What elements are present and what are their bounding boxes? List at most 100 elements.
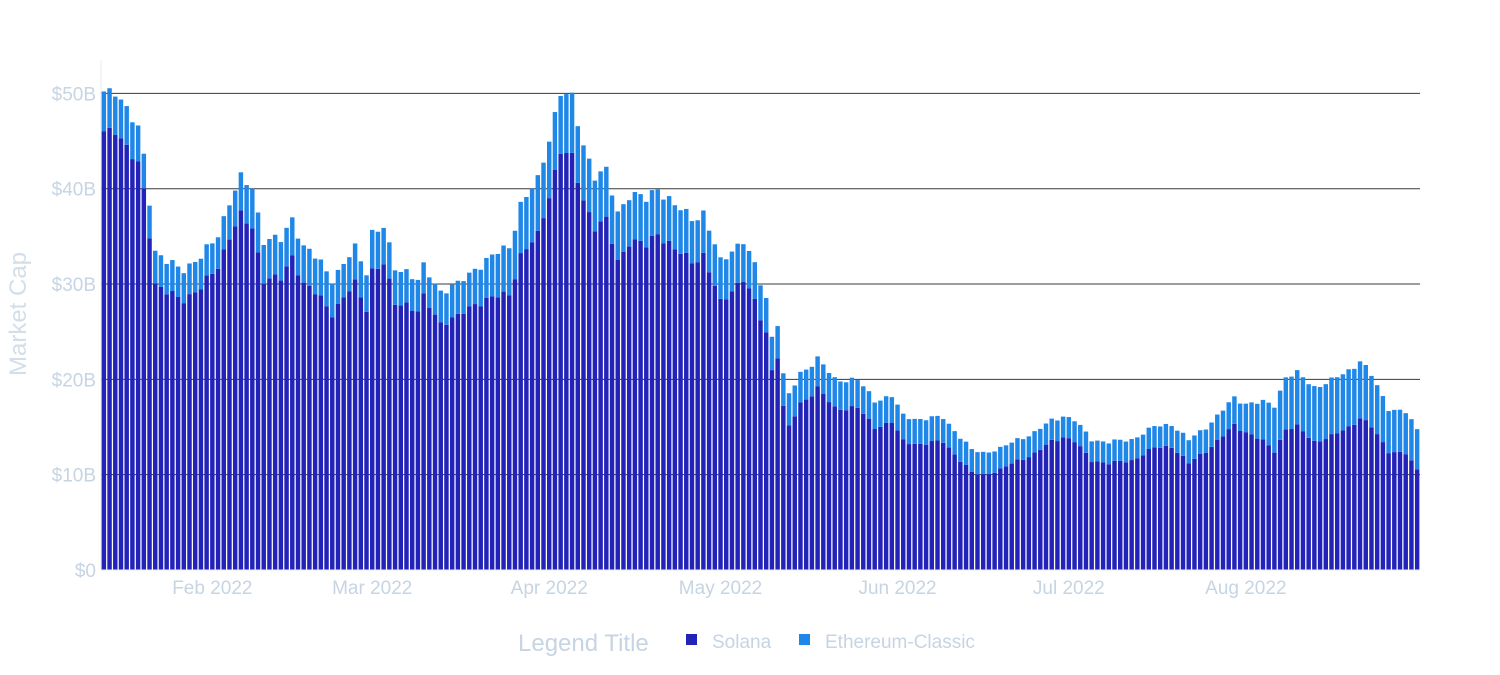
bar[interactable] [358,297,364,570]
bar[interactable] [364,311,369,570]
bar[interactable] [432,283,438,315]
bar[interactable] [980,474,986,570]
bar[interactable] [1089,441,1094,463]
bar[interactable] [872,429,877,570]
bar[interactable] [1397,409,1403,452]
bar[interactable] [963,441,969,465]
bar[interactable] [752,298,758,570]
bar[interactable] [272,234,278,275]
bar[interactable] [1078,424,1083,447]
bar[interactable] [1209,422,1214,447]
bar[interactable] [238,210,244,571]
bar[interactable] [1157,447,1163,570]
bar[interactable] [1295,370,1300,425]
bar[interactable] [586,158,592,213]
bar[interactable] [741,281,746,570]
bar[interactable] [1038,449,1043,570]
bar[interactable] [192,292,198,570]
bar[interactable] [1083,452,1089,570]
bar[interactable] [798,371,803,403]
bar[interactable] [786,393,792,426]
bar[interactable] [1300,431,1306,570]
bar[interactable] [986,474,992,570]
bar[interactable] [598,221,603,570]
bar[interactable] [1043,444,1049,570]
bar[interactable] [290,255,295,570]
bar[interactable] [1106,464,1112,570]
bar[interactable] [130,122,135,160]
bar[interactable] [1306,437,1311,570]
bar[interactable] [301,245,306,283]
bar[interactable] [547,141,552,199]
bar[interactable] [1038,428,1043,450]
bar[interactable] [404,302,409,570]
bar[interactable] [432,314,438,570]
bar[interactable] [107,88,112,128]
bar[interactable] [963,464,969,570]
bar[interactable] [575,126,580,183]
bar[interactable] [415,311,421,570]
bar[interactable] [1249,434,1254,570]
bar[interactable] [575,182,580,570]
bar[interactable] [1272,407,1277,453]
bar[interactable] [181,303,187,570]
bar[interactable] [735,282,740,570]
bar[interactable] [535,230,541,570]
bar[interactable] [866,418,872,570]
bar[interactable] [729,291,735,570]
bar[interactable] [227,205,232,240]
bar[interactable] [124,144,129,570]
bar[interactable] [1152,447,1157,570]
bar[interactable] [438,322,443,570]
bar[interactable] [615,211,620,260]
bar[interactable] [1323,439,1329,570]
bar[interactable] [609,195,615,244]
bar[interactable] [1020,459,1026,570]
bar[interactable] [267,278,272,570]
bar[interactable] [1123,441,1129,463]
bar[interactable] [821,394,826,570]
bar[interactable] [335,303,341,570]
bar[interactable] [398,271,403,306]
bar[interactable] [832,406,837,570]
bar[interactable] [489,296,495,570]
bar[interactable] [769,370,775,570]
bar[interactable] [1386,411,1391,454]
bar[interactable] [455,313,461,570]
bar[interactable] [678,210,683,254]
bar[interactable] [815,386,820,570]
bar[interactable] [1209,446,1214,570]
bar[interactable] [1369,427,1374,570]
bar[interactable] [1272,452,1277,570]
bar[interactable] [918,419,923,444]
bar[interactable] [609,243,615,571]
bar[interactable] [1277,390,1283,440]
bar[interactable] [529,188,535,243]
bar[interactable] [1306,384,1311,438]
bar[interactable] [278,242,284,281]
bar[interactable] [1009,442,1014,464]
bar[interactable] [1026,457,1032,570]
bar[interactable] [221,249,226,570]
bar[interactable] [1403,413,1408,455]
bar[interactable] [409,279,415,311]
bar[interactable] [598,171,603,222]
bar[interactable] [461,281,466,314]
bar[interactable] [141,153,147,189]
bar[interactable] [318,295,324,570]
bar[interactable] [301,282,306,570]
bar[interactable] [866,391,872,419]
bar[interactable] [449,284,455,318]
bar[interactable] [781,405,786,570]
bar[interactable] [838,409,843,570]
bar[interactable] [1135,437,1140,459]
bar[interactable] [969,449,974,472]
bar[interactable] [101,91,107,132]
bar[interactable] [1157,426,1163,448]
bar[interactable] [370,229,375,269]
bar[interactable] [1197,453,1203,570]
bar[interactable] [387,278,392,570]
bar[interactable] [689,221,695,264]
bar[interactable] [781,373,786,406]
bar[interactable] [998,446,1003,469]
